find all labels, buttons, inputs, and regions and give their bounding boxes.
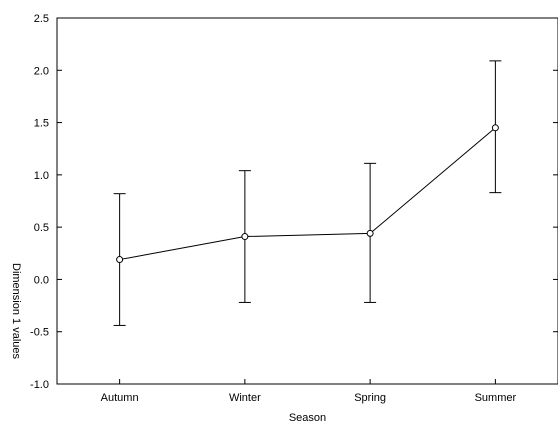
x-tick-label: Winter [229, 392, 261, 404]
error-bars [113, 60, 502, 326]
y-tick-label: -0.5 [30, 327, 49, 339]
plot-frame [56, 17, 558, 385]
y-tick-label: 0.0 [34, 274, 49, 286]
y-tick-label: 1.0 [34, 170, 49, 182]
y-axis: 2.5 2.0 1.5 1.0 0.5 0.0 -0.5 -1.0 [30, 13, 558, 391]
x-tick-label: Summer [475, 392, 517, 404]
x-axis: Autumn Winter Spring Summer [101, 379, 517, 404]
x-tick-label: Autumn [101, 392, 139, 404]
y-tick-label: 2.0 [34, 65, 49, 77]
data-point [116, 256, 124, 264]
series-line [119, 127, 496, 261]
data-point [366, 229, 374, 237]
y-tick-label: 1.5 [34, 118, 49, 130]
y-tick-label: 2.5 [34, 13, 49, 25]
x-axis-title: Season [289, 412, 326, 424]
y-tick-label: 0.5 [34, 222, 49, 234]
x-tick-label: Spring [354, 392, 386, 404]
data-point [491, 124, 499, 132]
series-line-group [119, 127, 496, 261]
data-points [116, 124, 499, 264]
data-point [241, 233, 249, 241]
y-tick-label: -1.0 [30, 379, 49, 391]
y-axis-title: Dimension 1 values [10, 263, 22, 359]
